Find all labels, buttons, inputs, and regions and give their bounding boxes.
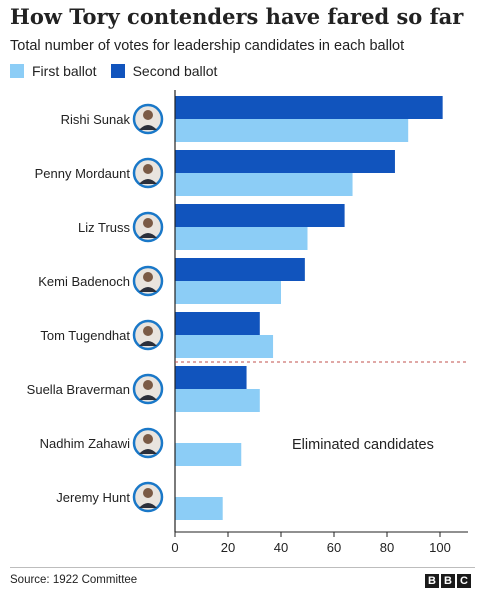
bar-first-ballot-suella-braverman	[175, 389, 260, 412]
bar-first-ballot-penny-mordaunt	[175, 173, 353, 196]
bar-first-ballot-kemi-badenoch	[175, 281, 281, 304]
avatar-head-nadhim-zahawi	[143, 434, 153, 444]
bar-first-ballot-tom-tugendhat	[175, 335, 274, 358]
legend-swatch-first-ballot	[10, 64, 24, 78]
candidate-label-tom-tugendhat: Tom Tugendhat	[40, 328, 130, 343]
x-tick-label-20: 20	[221, 540, 235, 555]
bar-second-ballot-kemi-badenoch	[175, 258, 305, 281]
candidate-label-kemi-badenoch: Kemi Badenoch	[38, 274, 130, 289]
candidate-label-rishi-sunak: Rishi Sunak	[61, 112, 131, 127]
bar-second-ballot-rishi-sunak	[175, 96, 443, 119]
candidate-label-suella-braverman: Suella Braverman	[27, 382, 130, 397]
avatar-body-suella-braverman	[139, 395, 157, 400]
bbc-logo: B B C	[423, 574, 471, 588]
source-note: Source: 1922 Committee	[10, 574, 138, 586]
avatar-head-kemi-badenoch	[143, 272, 153, 282]
candidate-label-liz-truss: Liz Truss	[78, 220, 131, 235]
avatar-body-penny-mordaunt	[139, 179, 157, 184]
avatar-head-tom-tugendhat	[143, 326, 153, 336]
bar-second-ballot-suella-braverman	[175, 366, 247, 389]
x-tick-label-80: 80	[380, 540, 394, 555]
bar-first-ballot-nadhim-zahawi	[175, 443, 242, 466]
x-tick-label-60: 60	[327, 540, 341, 555]
candidate-label-penny-mordaunt: Penny Mordaunt	[35, 166, 131, 181]
bar-second-ballot-penny-mordaunt	[175, 150, 395, 173]
avatar-body-kemi-badenoch	[139, 287, 157, 292]
bar-first-ballot-liz-truss	[175, 227, 308, 250]
x-tick-label-0: 0	[171, 540, 178, 555]
legend-item-first-ballot: First ballot	[10, 63, 97, 79]
x-tick-label-40: 40	[274, 540, 288, 555]
avatar-head-liz-truss	[143, 218, 153, 228]
legend: First ballot Second ballot	[10, 63, 231, 79]
bar-chart: Rishi Sunak Penny Mordaunt Liz Truss Kemi B…	[27, 90, 468, 555]
avatar-head-rishi-sunak	[143, 110, 153, 120]
legend-item-second-ballot: Second ballot	[110, 63, 218, 79]
annotation-eliminated: Eliminated candidates	[292, 437, 434, 453]
x-tick-label-100: 100	[429, 540, 451, 555]
bar-first-ballot-rishi-sunak	[175, 119, 409, 142]
avatar-body-tom-tugendhat	[139, 341, 157, 346]
avatar-head-jeremy-hunt	[143, 488, 153, 498]
avatar-body-liz-truss	[139, 233, 157, 238]
legend-label-second-ballot: Second ballot	[132, 63, 218, 79]
avatar-head-suella-braverman	[143, 380, 153, 390]
candidate-label-nadhim-zahawi: Nadhim Zahawi	[40, 436, 130, 451]
chart-subtitle: Total number of votes for leadership can…	[10, 38, 405, 54]
bbc-logo-letter-2: B	[441, 574, 455, 588]
chart-title: How Tory contenders have fared so far	[10, 4, 464, 29]
avatar-body-nadhim-zahawi	[139, 449, 157, 454]
footer-divider	[10, 567, 475, 568]
bar-second-ballot-liz-truss	[175, 204, 345, 227]
candidate-label-jeremy-hunt: Jeremy Hunt	[56, 490, 130, 505]
bar-first-ballot-jeremy-hunt	[175, 497, 223, 520]
legend-label-first-ballot: First ballot	[32, 63, 97, 79]
bbc-logo-letter-3: C	[457, 574, 471, 588]
bar-second-ballot-tom-tugendhat	[175, 312, 260, 335]
avatar-body-jeremy-hunt	[139, 503, 157, 508]
avatar-body-rishi-sunak	[139, 125, 157, 130]
bbc-logo-letter-1: B	[425, 574, 439, 588]
legend-swatch-second-ballot	[110, 64, 125, 78]
avatar-head-penny-mordaunt	[143, 164, 153, 174]
